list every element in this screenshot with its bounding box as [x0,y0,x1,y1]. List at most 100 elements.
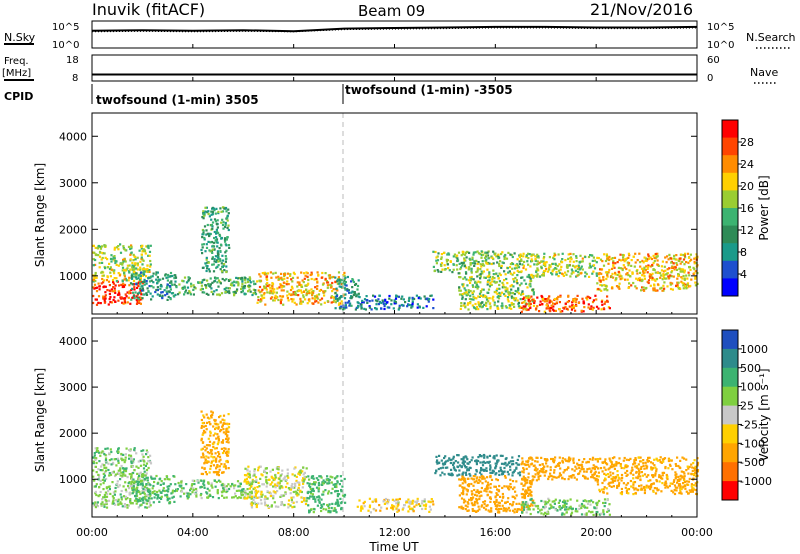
data-cell [257,289,260,292]
data-cell [495,478,498,481]
data-cell [344,293,347,296]
data-cell [306,497,309,500]
data-cell [282,289,285,292]
data-cell [146,267,149,271]
data-cell [123,299,126,302]
data-cell [252,487,255,491]
data-cell [94,271,97,275]
data-cell [570,308,574,311]
data-cell [139,287,142,290]
data-cell [200,248,203,252]
data-cell [125,467,128,470]
data-cell [94,273,97,276]
data-cell [145,280,148,283]
data-cell [201,472,204,476]
data-cell [615,277,618,281]
data-cell [296,281,299,284]
data-cell [618,258,621,261]
data-cell [649,274,652,277]
data-cell [511,456,514,459]
data-cell [222,422,225,425]
data-cell [220,447,223,450]
data-cell [311,483,314,486]
data-cell [209,494,212,497]
data-cell [393,302,396,305]
data-cell [514,497,517,500]
data-cell [200,448,203,451]
data-cell [303,497,306,500]
data-cell [214,239,217,242]
data-cell [244,478,247,481]
data-cell [470,270,473,273]
data-cell [587,296,590,299]
data-cell [693,260,696,263]
data-cell [424,507,427,510]
data-cell [299,471,302,474]
data-cell [543,300,546,303]
data-cell [538,261,541,264]
data-cell [536,267,539,270]
data-cell [483,469,486,472]
data-cell [171,491,174,494]
data-cell [503,466,506,470]
data-cell [153,496,156,499]
data-cell [524,282,528,285]
data-cell [264,503,267,506]
data-cell [470,298,473,301]
data-cell [407,510,410,513]
data-cell [666,255,669,258]
data-cell [265,472,268,475]
data-cell [326,281,329,284]
data-cell [254,501,257,504]
data-cell [215,228,218,231]
data-cell [564,271,567,274]
data-cell [213,230,216,234]
data-cell [300,271,303,274]
data-cell [326,284,329,287]
data-cell [186,286,190,289]
data-cell [106,276,109,279]
data-cell [304,475,308,479]
data-cell [124,470,128,473]
data-cell [552,302,555,305]
data-cell [643,256,646,259]
data-cell [99,483,102,486]
data-cell [682,253,685,257]
data-cell [92,301,95,305]
data-cell [275,291,278,294]
data-cell [681,277,684,280]
data-cell [221,265,224,268]
cpid-row: CPID twofsound (1-min) 3505 twofsound (1… [4,83,513,107]
data-cell [343,477,346,481]
data-cell [575,265,578,268]
data-cell [300,302,303,305]
data-cell [122,245,125,248]
data-cell [676,281,679,284]
data-cell [168,497,171,500]
data-cell [322,493,325,496]
data-cell [108,284,111,287]
data-cell [458,473,461,476]
data-cell [660,274,663,277]
data-cell [243,474,247,477]
data-cell [104,291,107,294]
data-cell [393,301,396,304]
data-cell [517,463,521,466]
data-cell [131,283,134,286]
data-cell [314,295,317,298]
data-cell [222,227,225,230]
data-cell [233,292,236,296]
data-cell [485,304,488,307]
data-cell [321,505,324,508]
data-cell [489,307,492,310]
data-cell [607,508,610,511]
data-cell [124,498,128,501]
data-cell [272,299,275,302]
data-cell [128,292,131,295]
data-cell [380,506,383,509]
data-cell [630,284,633,287]
data-cell [236,480,240,483]
data-cell [187,494,190,497]
data-cell [440,253,443,256]
data-cell [242,488,245,491]
